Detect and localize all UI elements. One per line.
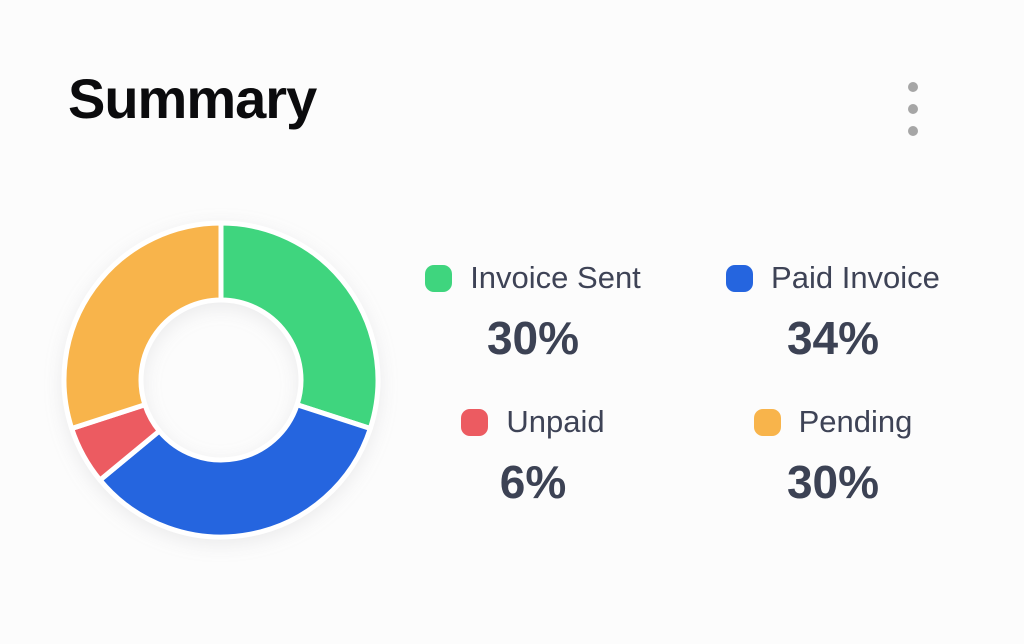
legend-label: Pending bbox=[798, 404, 913, 439]
donut-chart bbox=[51, 210, 391, 550]
legend-item-invoice-sent: Invoice Sent 30% bbox=[425, 258, 641, 364]
donut-chart-svg bbox=[61, 220, 381, 540]
legend-item-unpaid: Unpaid 6% bbox=[461, 402, 605, 508]
legend-percent-value: 34% bbox=[786, 312, 880, 364]
donut-slice-paid-invoice bbox=[97, 402, 373, 540]
legend-percent-value: 30% bbox=[786, 456, 880, 508]
legend-label: Unpaid bbox=[506, 404, 605, 439]
legend-label: Paid Invoice bbox=[771, 260, 940, 295]
legend-swatch-icon bbox=[726, 264, 754, 292]
donut-slice-invoice-sent bbox=[218, 220, 381, 432]
kebab-dot bbox=[908, 104, 918, 114]
page-title: Summary bbox=[68, 67, 317, 130]
legend-swatch-icon bbox=[425, 264, 453, 292]
legend-item-paid-invoice: Paid Invoice 34% bbox=[726, 258, 940, 364]
legend-percent-value: 6% bbox=[499, 456, 567, 508]
donut-slice-pending bbox=[61, 220, 224, 432]
legend-swatch-icon bbox=[461, 408, 489, 436]
legend-label: Invoice Sent bbox=[470, 260, 641, 295]
kebab-dot bbox=[908, 126, 918, 136]
kebab-dot bbox=[908, 82, 918, 92]
legend-swatch-icon bbox=[753, 408, 781, 436]
chart-legend: Invoice Sent 30% Paid Invoice 34% Unpaid… bbox=[403, 258, 963, 508]
legend-item-pending: Pending 30% bbox=[753, 402, 913, 508]
legend-percent-value: 30% bbox=[486, 312, 580, 364]
kebab-menu-icon[interactable] bbox=[896, 78, 930, 140]
